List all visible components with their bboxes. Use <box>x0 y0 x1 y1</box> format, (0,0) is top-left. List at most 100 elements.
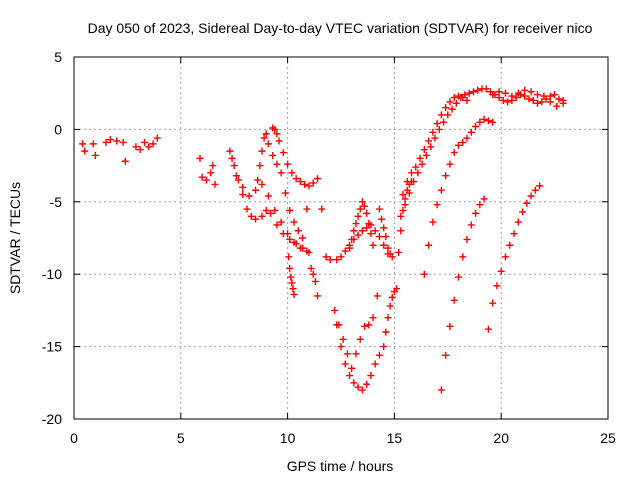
data-point <box>429 218 437 226</box>
y-tick-label-4: -15 <box>42 339 62 355</box>
data-point <box>339 335 347 343</box>
series-s20 <box>437 195 488 394</box>
data-point <box>501 253 509 261</box>
series-s6 <box>254 130 307 242</box>
data-point <box>284 160 292 168</box>
data-point <box>322 253 330 261</box>
series-s16 <box>395 178 415 256</box>
data-point <box>285 253 293 261</box>
data-point <box>442 172 450 180</box>
data-point <box>450 94 458 102</box>
series-s22 <box>489 86 567 110</box>
data-point <box>290 218 298 226</box>
data-point <box>410 178 418 186</box>
data-point <box>467 221 475 229</box>
data-point <box>495 88 503 96</box>
series-s14 <box>375 205 396 261</box>
y-tick-label-3: -10 <box>42 266 62 282</box>
data-point <box>365 220 373 228</box>
series-s1 <box>79 136 129 165</box>
data-point <box>399 206 407 214</box>
data-point <box>378 215 386 223</box>
data-point <box>277 169 285 177</box>
data-point <box>303 205 311 213</box>
data-point <box>414 169 422 177</box>
data-point <box>264 192 272 200</box>
data-point <box>375 233 383 241</box>
data-point <box>258 147 266 155</box>
data-point <box>348 364 356 372</box>
data-point <box>425 137 433 145</box>
data-point <box>273 130 281 138</box>
series-s19 <box>420 115 497 278</box>
data-point <box>202 176 210 184</box>
data-point <box>523 199 531 207</box>
data-point <box>247 212 255 220</box>
data-point <box>292 175 300 183</box>
data-point <box>371 227 379 235</box>
data-point <box>420 270 428 278</box>
data-point <box>307 264 315 272</box>
data-point <box>501 89 509 97</box>
data-point <box>493 282 501 290</box>
data-point <box>258 180 266 188</box>
data-point <box>356 205 364 213</box>
data-point <box>341 360 349 368</box>
data-point <box>499 96 507 104</box>
data-point <box>459 253 467 261</box>
data-point <box>232 172 240 180</box>
data-point <box>529 96 537 104</box>
series-s4 <box>226 147 307 252</box>
data-point <box>290 238 298 246</box>
series-s2 <box>132 134 161 154</box>
data-point <box>514 89 522 97</box>
data-point <box>356 335 364 343</box>
data-point <box>346 372 354 380</box>
data-point <box>446 160 454 168</box>
data-point <box>207 169 215 177</box>
data-point <box>288 169 296 177</box>
data-point <box>273 221 281 229</box>
chart-title: Day 050 of 2023, Sidereal Day-to-day VTE… <box>88 20 593 36</box>
data-point <box>296 178 304 186</box>
data-point <box>252 186 260 194</box>
data-point <box>463 235 471 243</box>
data-point <box>260 134 268 142</box>
data-point <box>454 141 462 149</box>
series-s13 <box>346 198 377 252</box>
data-point <box>363 224 371 232</box>
data-point <box>252 215 260 223</box>
data-point <box>521 86 529 94</box>
data-point <box>450 149 458 157</box>
series-s18 <box>397 85 567 220</box>
data-point <box>284 230 292 238</box>
data-point <box>457 94 465 102</box>
data-point <box>305 182 313 190</box>
data-point <box>350 379 358 387</box>
y-axis-label: SDTVAR / TECUs <box>7 182 23 294</box>
data-point <box>277 218 285 226</box>
data-point <box>484 117 492 125</box>
data-point <box>228 154 236 162</box>
data-point <box>506 241 514 249</box>
data-point <box>397 227 405 235</box>
data-point <box>309 270 317 278</box>
data-point <box>380 224 388 232</box>
data-point <box>360 322 368 330</box>
data-point <box>91 151 99 159</box>
data-point <box>380 241 388 249</box>
data-point <box>525 95 533 103</box>
data-point <box>287 273 295 281</box>
data-point <box>422 151 430 159</box>
data-point <box>354 231 362 239</box>
series-s9 <box>303 205 322 300</box>
series-s7 <box>269 124 322 190</box>
data-point <box>401 201 409 209</box>
data-point <box>559 96 567 104</box>
series-s8 <box>285 253 298 298</box>
data-point <box>354 383 362 391</box>
data-point <box>262 130 270 138</box>
data-point <box>358 198 366 206</box>
data-point <box>234 176 242 184</box>
data-point <box>482 85 490 93</box>
